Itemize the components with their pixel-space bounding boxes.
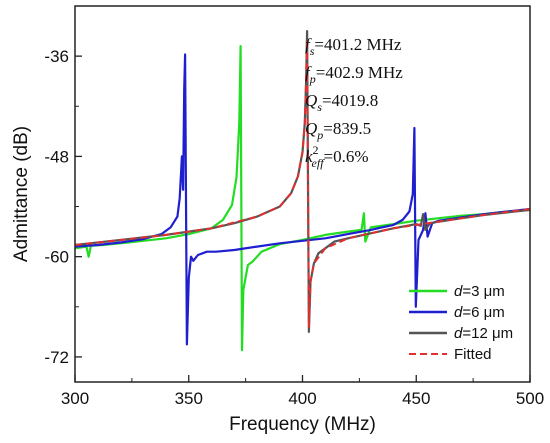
x-tick-label: 450 <box>402 389 430 408</box>
x-tick-label: 300 <box>61 389 89 408</box>
y-tick-label: -72 <box>44 348 69 367</box>
y-tick-label: -48 <box>44 147 69 166</box>
series-layer <box>74 30 531 352</box>
annotation-q-s: Qs=4019.8 <box>305 91 378 114</box>
x-tick-label: 350 <box>175 389 203 408</box>
legend: d=3 μm d=6 μm d=12 μm Fitted <box>409 283 513 363</box>
annotation-k-eff: k2 eff=0.6% <box>305 143 369 170</box>
legend-label-3: d=12 μm <box>454 325 513 342</box>
annotation-f-s: fs=401.2 MHz <box>305 35 402 58</box>
y-axis-title: Admittance (dB) <box>11 126 32 262</box>
x-tick-label: 400 <box>288 389 316 408</box>
parameter-annotations: fs=401.2 MHz fp=402.9 MHz Qs=4019.8 Qp=839.… <box>305 35 403 170</box>
x-axis-title: Frequency (MHz) <box>229 414 376 435</box>
y-tick-label: -36 <box>44 47 69 66</box>
series-line-2 <box>74 53 531 346</box>
y-tick-label: -60 <box>44 248 69 267</box>
ticks-layer: 300 350 400 450 500 -36 -48 -60 -72 <box>44 47 544 408</box>
x-tick-label: 500 <box>516 389 544 408</box>
annotation-f-p: fp=402.9 MHz <box>305 63 403 86</box>
annotation-q-p: Qp=839.5 <box>305 119 371 142</box>
legend-label-1: d=3 μm <box>454 283 505 300</box>
legend-label-4: Fitted <box>454 346 492 363</box>
legend-label-2: d=6 μm <box>454 304 505 321</box>
